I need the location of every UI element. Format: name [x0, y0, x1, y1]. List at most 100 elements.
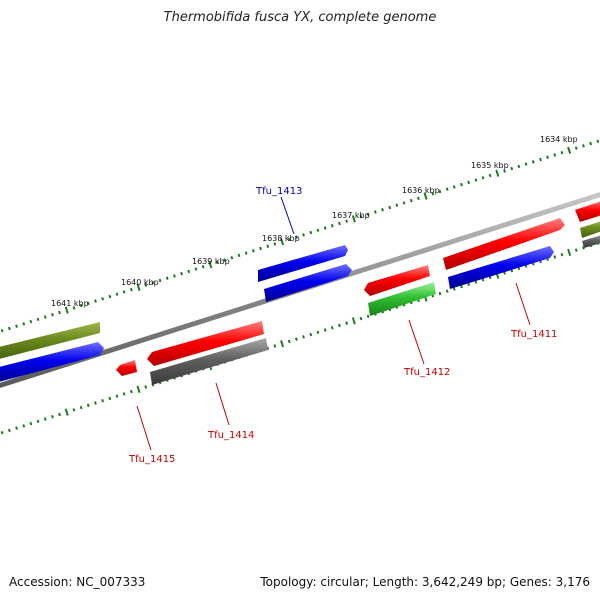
- scale-tick: [287, 237, 291, 242]
- scale-tick: [108, 294, 112, 299]
- scale-tick: [180, 271, 183, 276]
- gene-feature-tfu1412-green[interactable]: [368, 282, 436, 316]
- scale-tick: [216, 260, 219, 264]
- scale-tick: [15, 426, 18, 430]
- scale-tick: [302, 233, 305, 237]
- scale-tick: [531, 160, 535, 164]
- scale-tick: [323, 226, 327, 230]
- gene-feature-tfu1414-gray[interactable]: [150, 338, 268, 385]
- scale-tick: [86, 403, 90, 408]
- scale-tick: [539, 157, 542, 162]
- scale-tick: [546, 155, 549, 159]
- scale-tick: [51, 313, 54, 317]
- scale-tick: [94, 401, 97, 405]
- scale-tick: [295, 235, 298, 239]
- gene-feature-olive-right[interactable]: [580, 220, 600, 238]
- gene-feature-tfu1415[interactable]: [116, 360, 137, 376]
- scale-tick: [345, 219, 349, 223]
- scale-tick: [445, 187, 449, 191]
- gene-feature-blue-right[interactable]: [448, 246, 554, 289]
- scale-tick: [287, 339, 291, 344]
- scale-tick: [409, 198, 413, 203]
- scale-tick: [596, 139, 600, 144]
- kbp-label: 1638 kbp: [262, 234, 300, 243]
- gene-feature-red-right[interactable]: [575, 200, 600, 222]
- scale-tick: [108, 396, 112, 401]
- scale-tick: [316, 330, 320, 335]
- scale-tick: [22, 322, 26, 326]
- scale-tick: [574, 146, 578, 150]
- scale-tick: [64, 306, 69, 314]
- scale-tick: [560, 252, 564, 257]
- scale-tick: [223, 258, 227, 262]
- kbp-label: 1639 kbp: [192, 257, 230, 266]
- scale-tick: [553, 255, 557, 259]
- scale-tick: [295, 337, 298, 341]
- gene-label-tfu1412[interactable]: Tfu_1412: [403, 367, 450, 378]
- gene-feature-olive-left[interactable]: [0, 322, 100, 360]
- scale-tick: [144, 385, 148, 389]
- map-title: Thermobifida fusca YX, complete genome: [163, 10, 437, 25]
- scale-tick: [151, 281, 155, 285]
- scale-tick: [129, 389, 133, 394]
- kbp-label: 1636 kbp: [402, 186, 440, 195]
- gene-feature-gray-right[interactable]: [582, 234, 600, 248]
- scale-tick: [438, 291, 442, 296]
- scale-tick: [0, 328, 4, 333]
- scale-tick: [359, 316, 363, 321]
- scale-tick: [553, 153, 557, 157]
- scale-tick: [208, 260, 213, 269]
- scale-tick: [136, 283, 141, 291]
- scale-tick: [15, 324, 18, 328]
- scale-tick: [230, 255, 234, 260]
- gene-label-tfu1415[interactable]: Tfu_1415: [128, 454, 175, 465]
- scale-tick: [280, 340, 285, 348]
- scale-tick: [460, 284, 463, 289]
- scale-tick: [136, 385, 141, 393]
- scale-tick: [589, 141, 593, 146]
- kbp-label: 1640 kbp: [121, 278, 159, 287]
- gene-feature-tfu1412-red[interactable]: [364, 265, 430, 296]
- scale-tick: [452, 287, 456, 291]
- scale-tick: [51, 415, 54, 419]
- scale-tick: [474, 280, 478, 284]
- scale-tick: [330, 224, 334, 228]
- scale-tick: [381, 208, 384, 212]
- scale-tick: [72, 306, 76, 310]
- scale-tick: [351, 317, 356, 325]
- gene-label-tfu1414[interactable]: Tfu_1414: [207, 430, 254, 441]
- scale-tick: [373, 210, 377, 214]
- leader-line: [215, 382, 230, 426]
- scale-tick: [445, 289, 449, 293]
- leader-line: [136, 405, 152, 451]
- scale-tick: [474, 178, 478, 182]
- scale-tick: [524, 162, 528, 166]
- scale-tick: [266, 244, 270, 248]
- leader-line: [408, 319, 425, 365]
- scale-tick: [567, 248, 572, 257]
- scale-tick: [101, 399, 105, 403]
- scale-tick: [309, 332, 313, 337]
- gene-feature-tfu1413-dark[interactable]: [258, 245, 348, 282]
- scale-tick: [43, 315, 47, 319]
- scale-tick: [488, 173, 492, 178]
- scale-tick: [467, 282, 471, 287]
- gene-feature-tfu1414-red[interactable]: [147, 321, 264, 366]
- gene-label-tfu1413[interactable]: Tfu_1413: [255, 186, 302, 197]
- scale-tick: [503, 169, 506, 173]
- scale-tick: [273, 242, 277, 246]
- gene-feature-tfu1411[interactable]: [443, 218, 565, 270]
- scale-tick: [86, 301, 90, 306]
- accession-text: Accession: NC_007333: [9, 575, 146, 589]
- scale-tick: [574, 248, 578, 252]
- scale-tick: [309, 230, 313, 235]
- scale-tick: [582, 246, 585, 250]
- scale-tick: [194, 267, 198, 271]
- gene-feature-blue-left[interactable]: [0, 342, 104, 383]
- scale-tick: [58, 310, 61, 315]
- gene-label-tfu1411[interactable]: Tfu_1411: [510, 329, 557, 340]
- gene-feature-tfu1413[interactable]: [264, 264, 352, 302]
- scale-tick: [79, 405, 83, 410]
- scale-tick: [244, 251, 248, 255]
- scale-tick: [29, 319, 33, 324]
